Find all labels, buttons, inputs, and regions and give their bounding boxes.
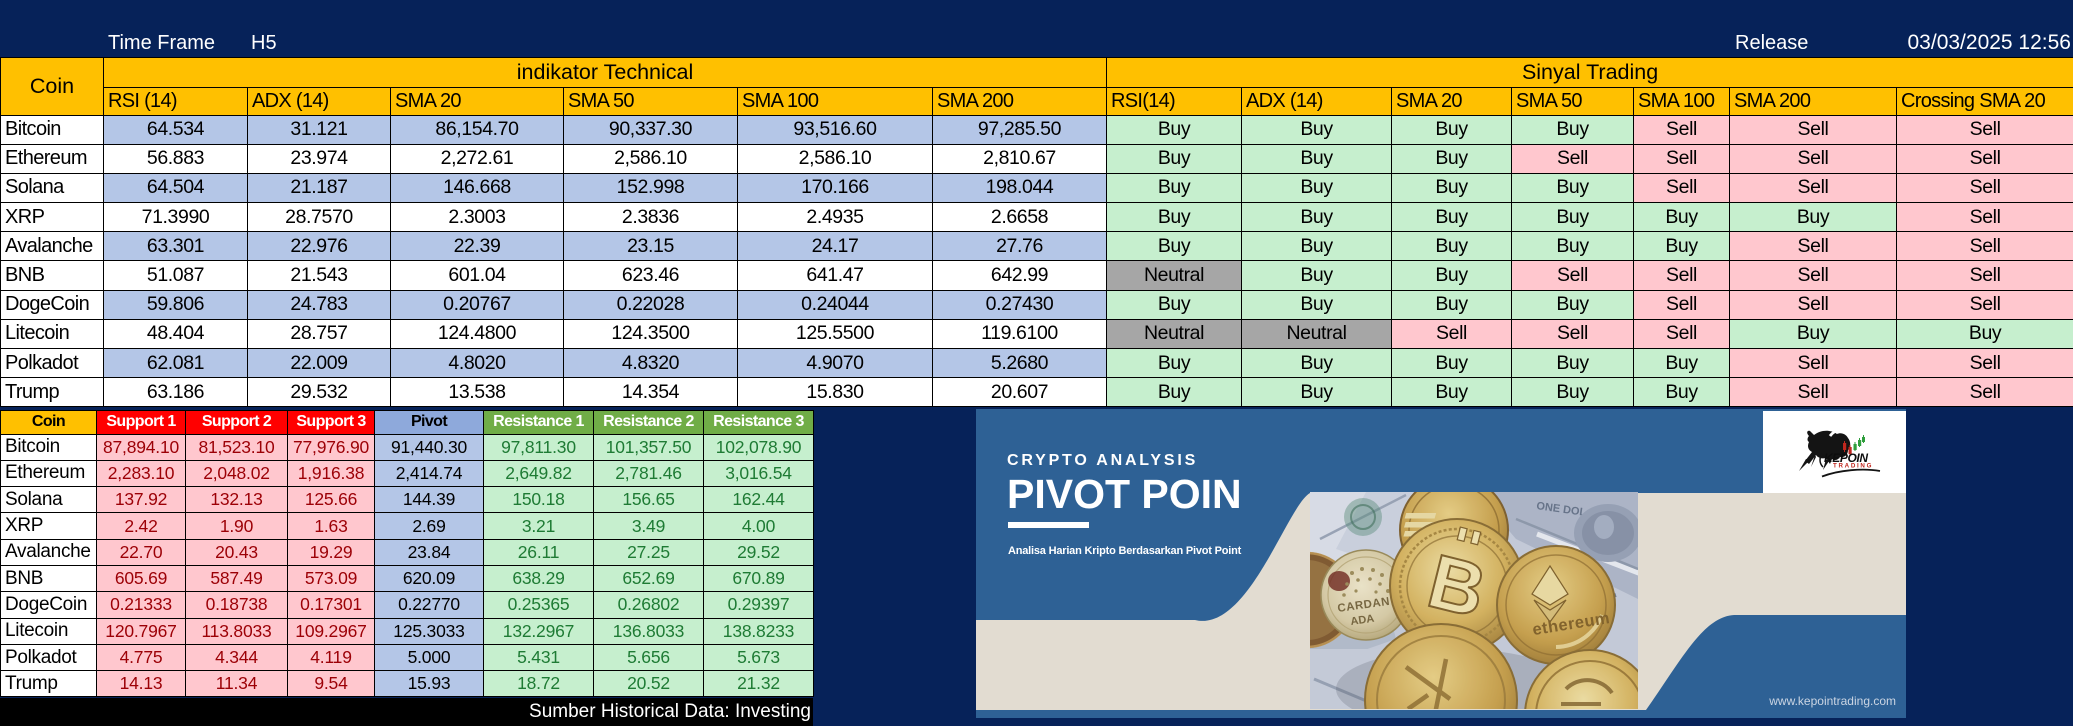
svg-text:KEPOIN: KEPOIN xyxy=(1824,451,1868,465)
svg-text:TRADING: TRADING xyxy=(1833,463,1873,470)
svg-text:ADA: ADA xyxy=(1350,613,1375,628)
